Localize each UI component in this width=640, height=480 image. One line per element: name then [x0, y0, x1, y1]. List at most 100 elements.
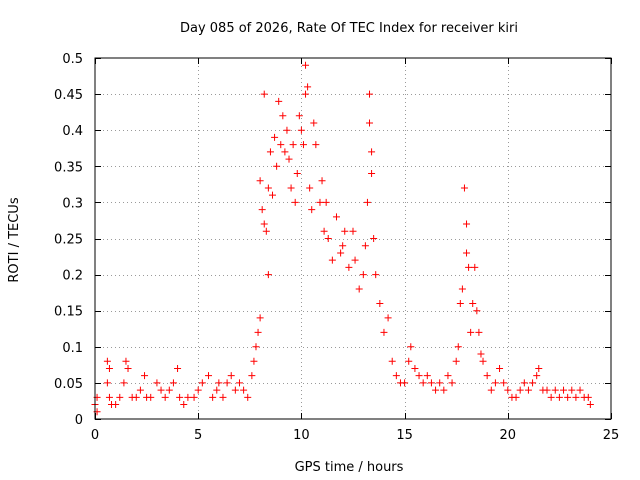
- data-point: [279, 112, 287, 120]
- data-point: [302, 90, 310, 98]
- data-point: [264, 184, 272, 192]
- y-tick-label: 0.2: [62, 269, 83, 284]
- data-point: [124, 364, 132, 372]
- data-point: [264, 271, 272, 279]
- data-point: [147, 393, 155, 401]
- data-point: [132, 393, 140, 401]
- data-point: [349, 227, 357, 235]
- data-point: [351, 256, 359, 264]
- data-point: [568, 386, 576, 394]
- data-point: [289, 141, 297, 149]
- data-point: [388, 357, 396, 365]
- data-point: [105, 393, 113, 401]
- data-point: [180, 401, 188, 409]
- data-point: [463, 249, 471, 257]
- y-tick-label: 0.45: [54, 88, 83, 103]
- data-point: [332, 213, 340, 221]
- axis-ticks: [95, 58, 612, 420]
- data-point: [297, 126, 305, 134]
- data-point: [407, 343, 415, 351]
- data-point: [227, 372, 235, 380]
- data-point: [215, 379, 223, 387]
- data-point: [547, 393, 555, 401]
- x-tick-label: 20: [500, 428, 517, 443]
- data-point: [209, 393, 217, 401]
- data-point: [454, 343, 462, 351]
- data-point: [473, 307, 481, 315]
- data-point: [231, 386, 239, 394]
- data-points: [91, 61, 594, 416]
- data-point: [380, 328, 388, 336]
- data-point: [452, 357, 460, 365]
- data-point: [359, 271, 367, 279]
- data-point: [345, 263, 353, 271]
- data-point: [176, 393, 184, 401]
- data-point: [584, 393, 592, 401]
- y-tick-label: 0.05: [54, 377, 83, 392]
- data-point: [283, 126, 291, 134]
- data-point: [254, 328, 262, 336]
- data-point: [271, 133, 279, 141]
- data-point: [491, 379, 499, 387]
- data-point: [277, 141, 285, 149]
- data-point: [520, 379, 528, 387]
- x-tick-labels: 0 5 10 15 20 25: [91, 428, 619, 443]
- data-point: [260, 220, 268, 228]
- data-point: [361, 242, 369, 250]
- data-point: [295, 112, 303, 120]
- y-tick-label: 0: [75, 413, 83, 428]
- data-point: [219, 393, 227, 401]
- data-point: [368, 170, 376, 178]
- x-tick-label: 5: [194, 428, 202, 443]
- data-point: [262, 227, 270, 235]
- data-point: [469, 299, 477, 307]
- data-point: [341, 227, 349, 235]
- data-point: [235, 379, 243, 387]
- data-point: [456, 299, 464, 307]
- data-point: [266, 148, 274, 156]
- data-point: [316, 198, 324, 206]
- data-point: [223, 379, 231, 387]
- data-point: [310, 119, 318, 127]
- data-point: [322, 198, 330, 206]
- data-point: [458, 285, 466, 293]
- data-point: [273, 162, 281, 170]
- data-point: [260, 90, 268, 98]
- data-point: [244, 393, 252, 401]
- data-point: [302, 61, 310, 69]
- data-point: [448, 379, 456, 387]
- x-tick-label: 15: [396, 428, 413, 443]
- data-point: [165, 386, 173, 394]
- data-point: [105, 364, 113, 372]
- y-axis-label: ROTI / TECUs: [7, 197, 22, 282]
- y-tick-label: 0.15: [54, 305, 83, 320]
- data-point: [153, 379, 161, 387]
- data-point: [432, 386, 440, 394]
- x-axis-label: GPS time / hours: [295, 460, 404, 475]
- data-point: [467, 328, 475, 336]
- y-tick-label: 0.35: [54, 160, 83, 175]
- grid-lines: [95, 58, 611, 419]
- y-tick-label: 0.4: [62, 124, 83, 139]
- data-point: [436, 379, 444, 387]
- data-point: [444, 372, 452, 380]
- data-point: [384, 314, 392, 322]
- data-point: [376, 299, 384, 307]
- data-point: [312, 141, 320, 149]
- y-tick-label: 0.5: [62, 52, 83, 67]
- y-tick-labels: 0 0.05 0.1 0.15 0.2 0.25 0.3 0.35 0.4 0.45 0.5: [54, 52, 83, 428]
- x-tick-label: 10: [293, 428, 310, 443]
- data-point: [516, 386, 524, 394]
- data-point: [339, 242, 347, 250]
- data-point: [415, 372, 423, 380]
- data-point: [460, 184, 468, 192]
- data-point: [463, 220, 471, 228]
- data-point: [281, 148, 289, 156]
- data-point: [555, 393, 563, 401]
- data-point: [328, 256, 336, 264]
- x-tick-label: 0: [91, 428, 99, 443]
- data-point: [479, 357, 487, 365]
- data-point: [419, 379, 427, 387]
- data-point: [370, 235, 378, 242]
